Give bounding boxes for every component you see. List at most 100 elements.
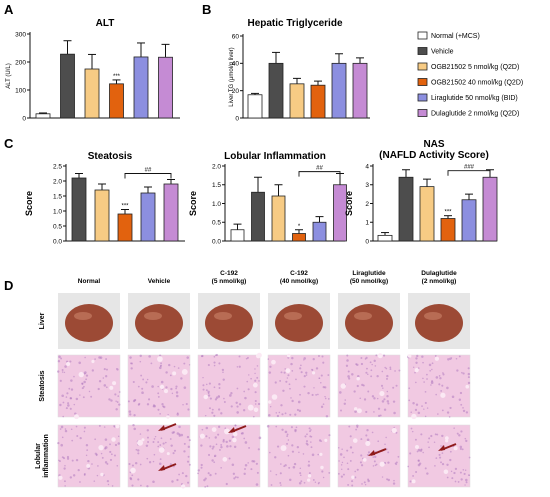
nucleus: [137, 452, 140, 455]
nucleus: [236, 405, 239, 408]
nucleus: [283, 371, 286, 374]
nucleus: [428, 446, 430, 449]
lipid-vacuole: [211, 427, 217, 432]
nucleus: [424, 415, 427, 418]
nucleus: [389, 368, 392, 371]
nucleus: [291, 356, 294, 360]
y-tick-label-steatosis-4: 2.0: [53, 178, 62, 185]
nucleus: [70, 379, 73, 382]
nucleus: [398, 369, 401, 372]
nucleus: [114, 443, 118, 447]
nucleus: [153, 438, 156, 440]
nucleus: [217, 433, 220, 436]
nucleus: [409, 452, 412, 455]
nucleus: [146, 403, 150, 406]
nucleus: [152, 441, 155, 444]
nucleus: [129, 356, 132, 359]
nucleus: [110, 399, 113, 402]
nucleus: [357, 375, 360, 378]
lipid-vacuole: [78, 371, 84, 378]
nucleus: [63, 480, 66, 483]
nucleus: [442, 372, 444, 374]
nucleus: [457, 481, 460, 483]
tissue-1-1: [127, 354, 191, 418]
bar-tg-1: [268, 62, 284, 119]
lipid-vacuole: [137, 439, 144, 446]
nucleus: [465, 481, 468, 484]
nucleus: [365, 434, 368, 437]
nucleus: [430, 381, 434, 385]
nucleus: [386, 377, 388, 380]
bar-lobular-5: [333, 184, 347, 242]
nucleus: [327, 374, 330, 377]
nucleus: [153, 453, 156, 456]
nucleus: [374, 365, 377, 367]
lipid-vacuole: [319, 452, 323, 456]
nucleus: [385, 436, 387, 439]
nucleus: [289, 387, 291, 390]
bar-tg-2: [289, 83, 305, 119]
y-tick-label-lobular-2: 1.0: [212, 201, 221, 208]
y-tick-label-tg-3: 60: [232, 33, 240, 40]
nucleus: [422, 361, 424, 364]
nucleus: [386, 478, 389, 481]
nucleus: [173, 365, 176, 368]
nucleus: [365, 356, 368, 359]
y-axis-label-lobular: Score: [188, 191, 198, 216]
nucleus: [285, 380, 288, 383]
lipid-vacuole: [253, 407, 259, 413]
nucleus: [312, 358, 315, 361]
nucleus: [441, 434, 444, 438]
nucleus: [228, 457, 231, 460]
nucleus: [311, 393, 314, 397]
nucleus: [454, 467, 458, 471]
nucleus: [421, 405, 423, 407]
bar-alt-3: [109, 83, 124, 119]
nucleus: [250, 377, 252, 380]
nucleus: [201, 428, 204, 431]
nucleus: [205, 435, 208, 438]
nucleus: [181, 472, 184, 475]
nucleus: [299, 367, 302, 370]
nucleus: [435, 393, 437, 396]
nucleus: [157, 445, 160, 448]
bar-steatosis-0: [71, 177, 87, 242]
nucleus: [269, 451, 271, 454]
lipid-vacuole: [256, 352, 262, 358]
nucleus: [328, 472, 331, 474]
legend-swatch-4: [417, 93, 428, 102]
nucleus: [311, 368, 313, 371]
y-tick-label-nas-0: 0: [365, 238, 369, 245]
nucleus: [290, 397, 292, 399]
nucleus: [439, 456, 442, 459]
lipid-vacuole: [199, 433, 205, 439]
lipid-vacuole: [324, 438, 328, 442]
lipid-vacuole: [166, 452, 170, 456]
nucleus: [293, 462, 297, 466]
nucleus: [305, 374, 308, 376]
nucleus: [453, 471, 456, 475]
nucleus: [434, 355, 437, 357]
nucleus: [346, 449, 349, 452]
nucleus: [247, 462, 249, 464]
nucleus: [117, 395, 120, 398]
nucleus: [238, 403, 242, 406]
nucleus: [395, 384, 398, 387]
lipid-vacuole: [66, 362, 71, 367]
nucleus: [244, 396, 247, 400]
nucleus: [462, 469, 465, 471]
nucleus: [312, 479, 315, 481]
nucleus: [411, 430, 414, 433]
nucleus: [218, 448, 221, 451]
nucleus: [131, 474, 134, 477]
inflammation-arrowhead-3: [368, 450, 375, 456]
nucleus: [212, 445, 215, 448]
column-label-0: Normal: [78, 278, 101, 285]
nucleus: [70, 388, 74, 391]
nucleus: [434, 465, 436, 467]
nucleus: [373, 397, 376, 400]
nucleus: [157, 385, 159, 388]
nucleus: [380, 384, 384, 387]
nucleus: [204, 486, 207, 488]
nucleus: [367, 451, 371, 454]
